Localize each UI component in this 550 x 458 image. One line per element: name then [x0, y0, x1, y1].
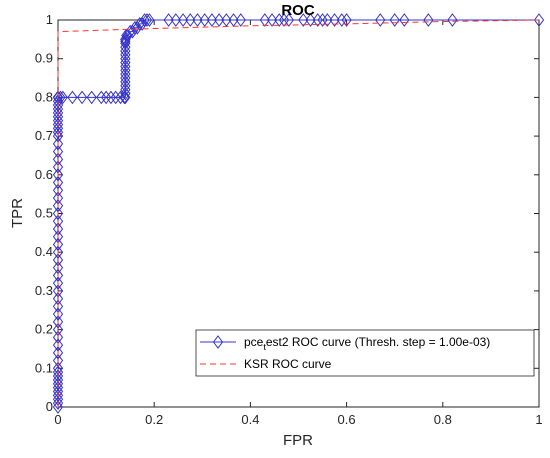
data-point [329, 13, 340, 27]
data-point [305, 13, 316, 27]
data-point [447, 13, 458, 27]
y-tick-label: 0.8 [35, 89, 53, 104]
data-point [298, 13, 309, 27]
data-point [76, 90, 88, 105]
legend-marker-pce [212, 335, 224, 349]
data-point [144, 13, 155, 27]
data-point [132, 20, 143, 35]
data-point [52, 206, 64, 221]
data-point [274, 13, 285, 27]
data-point [278, 13, 290, 27]
data-point [199, 13, 210, 27]
data-point [170, 13, 181, 27]
data-point [52, 214, 64, 229]
series-pce-test2 [52, 13, 545, 414]
data-point [129, 20, 141, 35]
y-tick-label: 0.1 [35, 360, 53, 375]
data-point [122, 28, 133, 43]
x-tick-label: 1 [535, 412, 542, 427]
data-point [52, 137, 64, 151]
x-axis-label: FPR [283, 432, 313, 449]
x-tick-label: 0 [54, 412, 61, 427]
data-point [214, 13, 225, 27]
data-point [86, 90, 97, 105]
series-layer [52, 13, 545, 414]
y-tick-label: 0 [46, 399, 53, 414]
data-point [52, 167, 64, 182]
legend-box [195, 329, 535, 377]
data-point [139, 13, 150, 27]
y-axis-label: TPR [9, 198, 26, 228]
data-point [120, 32, 131, 47]
data-point [375, 13, 386, 27]
y-tick-label: 0.5 [35, 206, 53, 221]
y-tick-label: 0.6 [35, 167, 53, 182]
data-point [192, 13, 203, 27]
data-point [336, 13, 347, 27]
y-tick-label: 0.2 [35, 322, 53, 337]
data-point [52, 315, 64, 329]
data-point [177, 13, 189, 27]
data-point [235, 13, 246, 27]
y-tick-label: 0.7 [35, 128, 53, 143]
data-point [317, 13, 328, 27]
data-point [322, 13, 333, 27]
legend-label-pce-rest: est2 ROC curve (Thresh. step = 1.00e-03) [266, 335, 490, 349]
x-tick-label: 0.4 [241, 412, 259, 427]
y-tick-label: 0.3 [35, 283, 53, 298]
data-point [52, 345, 64, 360]
data-point [96, 90, 107, 105]
data-point [67, 90, 78, 105]
data-point [266, 13, 278, 27]
y-tick-label: 0.4 [35, 244, 53, 259]
series-line [57, 19, 540, 407]
data-point [52, 276, 64, 290]
x-tick-label: 0.2 [145, 412, 163, 427]
data-point [283, 13, 295, 27]
data-point [141, 13, 153, 27]
chart-title: ROC [281, 2, 315, 19]
data-point [389, 13, 400, 27]
x-tick-label: 0.6 [338, 412, 356, 427]
data-point [110, 90, 121, 105]
data-point [52, 245, 64, 260]
legend-label-pce-sub: t [263, 342, 266, 352]
data-point [134, 17, 145, 31]
ticks-layer: 0 0.2 0.4 0.6 0.8 1 0 0.1 0.2 0.3 0.4 0.5 0.6 0.7 0.8 0… [35, 12, 543, 427]
data-point [115, 90, 126, 105]
legend-label-pce-main: pce [244, 335, 264, 349]
data-point [119, 90, 130, 105]
data-point [185, 13, 196, 27]
y-tick-label: 1 [46, 12, 53, 27]
data-point [52, 307, 64, 321]
data-point [399, 13, 410, 27]
data-point [137, 17, 148, 31]
data-point [52, 237, 64, 252]
data-point [206, 13, 218, 27]
data-point [312, 13, 323, 27]
data-point [57, 90, 68, 105]
data-point [52, 144, 64, 159]
data-point [105, 90, 117, 105]
legend-label-ksr: KSR ROC curve [244, 357, 332, 371]
data-point [52, 175, 64, 190]
data-point [55, 90, 66, 105]
x-tick-label: 0.8 [434, 412, 452, 427]
data-point [423, 13, 434, 27]
legend: pcetest2 ROC curve (Thresh. step = 1.00e… [195, 329, 535, 377]
data-point [163, 13, 174, 27]
y-tick-label: 0.9 [35, 51, 53, 66]
data-point [100, 90, 112, 105]
legend-label-pce: pcetest2 ROC curve (Thresh. step = 1.00e… [244, 335, 490, 352]
data-point [533, 13, 545, 27]
data-point [341, 13, 352, 27]
series-ksr [57, 19, 540, 407]
